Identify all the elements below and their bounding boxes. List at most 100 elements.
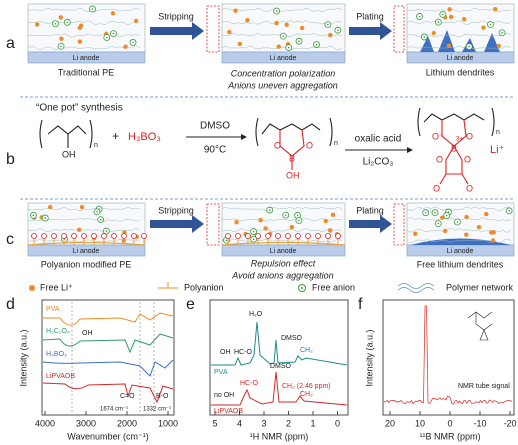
anion-core	[96, 211, 98, 213]
arrow	[349, 22, 392, 40]
spectrum	[42, 359, 174, 377]
arrow	[150, 22, 204, 40]
polymer-chain	[27, 228, 141, 233]
anion-core	[66, 21, 69, 24]
chem-label: O	[274, 140, 281, 150]
y-axis-label: Intensity (a.u.)	[18, 329, 28, 386]
legend-label: Polymer network	[446, 282, 514, 292]
polymer-chain	[221, 218, 343, 222]
li-ion	[110, 11, 116, 16]
polymer-chain	[406, 45, 512, 50]
x-axis-label: ¹¹B NMR (ppm)	[420, 431, 481, 441]
highlight	[206, 203, 220, 246]
li-ion	[440, 215, 445, 220]
polyanion-head	[305, 233, 311, 239]
series-label: LiPVAOB	[46, 373, 75, 380]
anion-core	[298, 219, 300, 222]
x-tick-label: 1000	[158, 418, 178, 428]
intermediate-ring	[279, 129, 305, 170]
polyanion-head	[121, 233, 127, 239]
li-ion	[263, 226, 268, 231]
legend-symbol	[301, 287, 303, 289]
li-ion	[274, 20, 279, 26]
polyanion-head	[61, 233, 67, 239]
polyanion-head	[225, 233, 231, 239]
condition: Li₂CO₃	[363, 157, 394, 168]
caption: Polyanion modified PE	[41, 259, 132, 269]
intermediate-structure	[255, 117, 333, 147]
x-axis-label: ¹H NMR (ppm)	[250, 431, 309, 441]
anion-core	[91, 8, 94, 10]
legend-label: Free anion	[312, 282, 355, 292]
li-ion	[464, 232, 469, 237]
li-ion	[276, 44, 281, 49]
x-tick-label: -10	[473, 418, 486, 428]
x-tick-label: 4000	[35, 418, 55, 428]
polyanion-head	[91, 233, 97, 239]
arrow-label: Stripping	[158, 11, 194, 21]
polyanion-head	[235, 233, 241, 239]
x-tick-label: 5	[212, 418, 217, 428]
anion-core	[441, 13, 444, 16]
anode	[27, 244, 146, 257]
legend-symbol	[158, 282, 178, 289]
x-tick-label: -20	[503, 418, 516, 428]
annotation: CH₂	[300, 347, 313, 354]
x-tick-label: 2	[286, 418, 291, 428]
panel-label: e	[186, 296, 195, 313]
polyanion-head	[295, 233, 301, 239]
li-ion	[58, 15, 63, 20]
product-ring	[439, 119, 469, 185]
panel-label: c	[6, 231, 14, 248]
chem-label: n	[94, 142, 98, 149]
li-ion	[464, 214, 469, 220]
li-ion	[79, 204, 85, 210]
inset-structure	[467, 311, 493, 341]
caption: Avoid anions aggregation	[231, 270, 333, 280]
polymer-chain	[221, 20, 343, 25]
chem-label: OH	[62, 149, 76, 159]
arrow-label: Plating	[356, 11, 384, 21]
anion-core	[268, 209, 271, 211]
panel-label: b	[6, 151, 15, 168]
caption: Free lithium dendrites	[417, 259, 504, 269]
legend-symbol	[397, 283, 435, 293]
spectrum	[42, 333, 174, 354]
anion-core	[32, 214, 35, 217]
anion-core	[424, 211, 427, 214]
x-tick-label: 3	[261, 418, 266, 428]
electrolyte-box	[27, 3, 146, 53]
plot-frame	[209, 299, 349, 416]
anion-core	[252, 238, 255, 241]
li-ion	[447, 7, 452, 12]
series-label: H₂C₂O₄	[46, 328, 70, 335]
anode-label: Li anode	[73, 55, 100, 62]
panel-label: d	[6, 296, 15, 313]
anion-core	[284, 214, 287, 216]
anode-label: Li anode	[447, 55, 474, 62]
li-ion	[327, 228, 333, 233]
polymer-chain	[221, 238, 343, 243]
polymer-chain	[27, 8, 141, 12]
li-ion	[34, 22, 40, 27]
chem-label: O	[436, 154, 443, 164]
polyanion-head	[335, 233, 341, 239]
spectrum	[383, 305, 513, 405]
polyanion-head	[141, 233, 147, 239]
arrow	[349, 215, 392, 233]
anion-core	[508, 210, 510, 212]
polyanion-head	[265, 233, 271, 239]
anode	[221, 51, 346, 64]
spectrum	[42, 382, 174, 404]
polyanion-head	[275, 233, 281, 239]
annotation: HC-O	[240, 380, 258, 387]
chem-label: B	[451, 143, 457, 153]
chem-label: Li⁺	[490, 144, 505, 156]
anion-core	[298, 40, 300, 42]
anode	[27, 51, 146, 64]
polyanion-head	[71, 233, 77, 239]
x-axis-label: Wavenumber (cm⁻¹)	[67, 431, 148, 441]
polyanion-head	[101, 233, 107, 239]
li-ion	[59, 36, 64, 41]
